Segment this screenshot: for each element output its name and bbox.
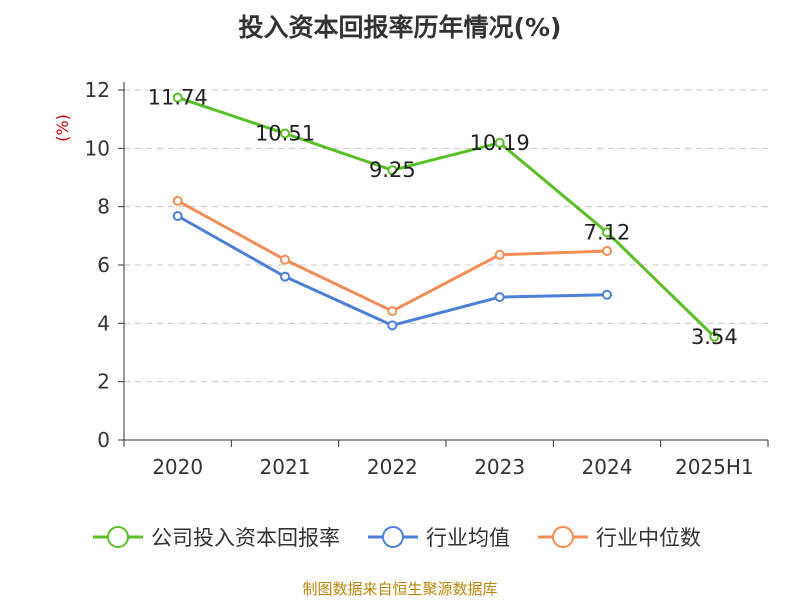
- data-label: 9.25: [369, 158, 416, 182]
- legend-swatch-marker: [382, 526, 404, 548]
- legend-label: 公司投入资本回报率: [151, 526, 340, 550]
- legend-swatch-marker: [107, 526, 129, 548]
- data-point: [280, 128, 290, 139]
- legend: 公司投入资本回报率 行业均值 行业中位数: [93, 526, 701, 550]
- data-point: [387, 306, 398, 317]
- data-point: [387, 320, 398, 331]
- x-tick-label: 2021: [260, 455, 311, 479]
- data-label: 3.54: [691, 325, 738, 349]
- y-tick-label: 12: [85, 78, 110, 102]
- x-tick-label: 2025H1: [675, 455, 754, 479]
- y-tick-label: 6: [97, 253, 110, 277]
- data-point: [602, 246, 612, 256]
- x-tick-label: 2020: [152, 455, 203, 479]
- chart-title: 投入资本回报率历年情况(%): [238, 13, 562, 42]
- series-line: [177, 96, 716, 338]
- x-tick-label: 2022: [367, 455, 418, 479]
- axis-layer: 0 2 4 6 8 10 12 (%) 2020 2021 2022 2023 2024 2025H1: [53, 78, 769, 479]
- y-tick-label: 8: [97, 195, 110, 219]
- data-point: [494, 292, 505, 303]
- y-tick-label: 2: [97, 370, 110, 394]
- data-point: [602, 227, 612, 238]
- data-label: 11.74: [148, 86, 208, 110]
- series-line: [176, 199, 608, 313]
- x-tick-label: 2024: [582, 455, 633, 479]
- data-point: [172, 211, 183, 221]
- legend-item: 公司投入资本回报率: [93, 526, 340, 550]
- data-label: 10.19: [470, 131, 530, 155]
- y-tick-label: 4: [97, 311, 110, 335]
- data-point: [709, 331, 720, 342]
- data-label: 7.12: [584, 220, 631, 244]
- legend-label: 行业均值: [426, 526, 510, 550]
- data-point: [494, 137, 505, 148]
- label-layer: 11.74 10.51 9.25 10.19 7.12 3.54: [148, 86, 738, 349]
- data-point: [172, 195, 183, 206]
- data-point: [280, 271, 290, 282]
- legend-label: 行业中位数: [596, 526, 701, 550]
- data-point: [387, 165, 398, 176]
- data-point: [494, 249, 505, 260]
- x-tick-label: 2023: [474, 455, 525, 479]
- legend-swatch-marker: [552, 526, 574, 548]
- data-label: 10.51: [255, 121, 315, 145]
- data-point: [172, 92, 183, 103]
- data-point: [602, 289, 612, 300]
- y-axis-label: (%): [53, 114, 72, 142]
- grid-layer: [124, 89, 768, 383]
- y-tick-label: 10: [85, 136, 110, 160]
- data-point: [280, 254, 290, 265]
- source-note: 制图数据来自恒生聚源数据库: [302, 580, 497, 598]
- y-tick-label: 0: [97, 428, 110, 452]
- series-layer: [172, 92, 720, 342]
- legend-item: 行业中位数: [538, 526, 701, 550]
- legend-item: 行业均值: [368, 526, 510, 550]
